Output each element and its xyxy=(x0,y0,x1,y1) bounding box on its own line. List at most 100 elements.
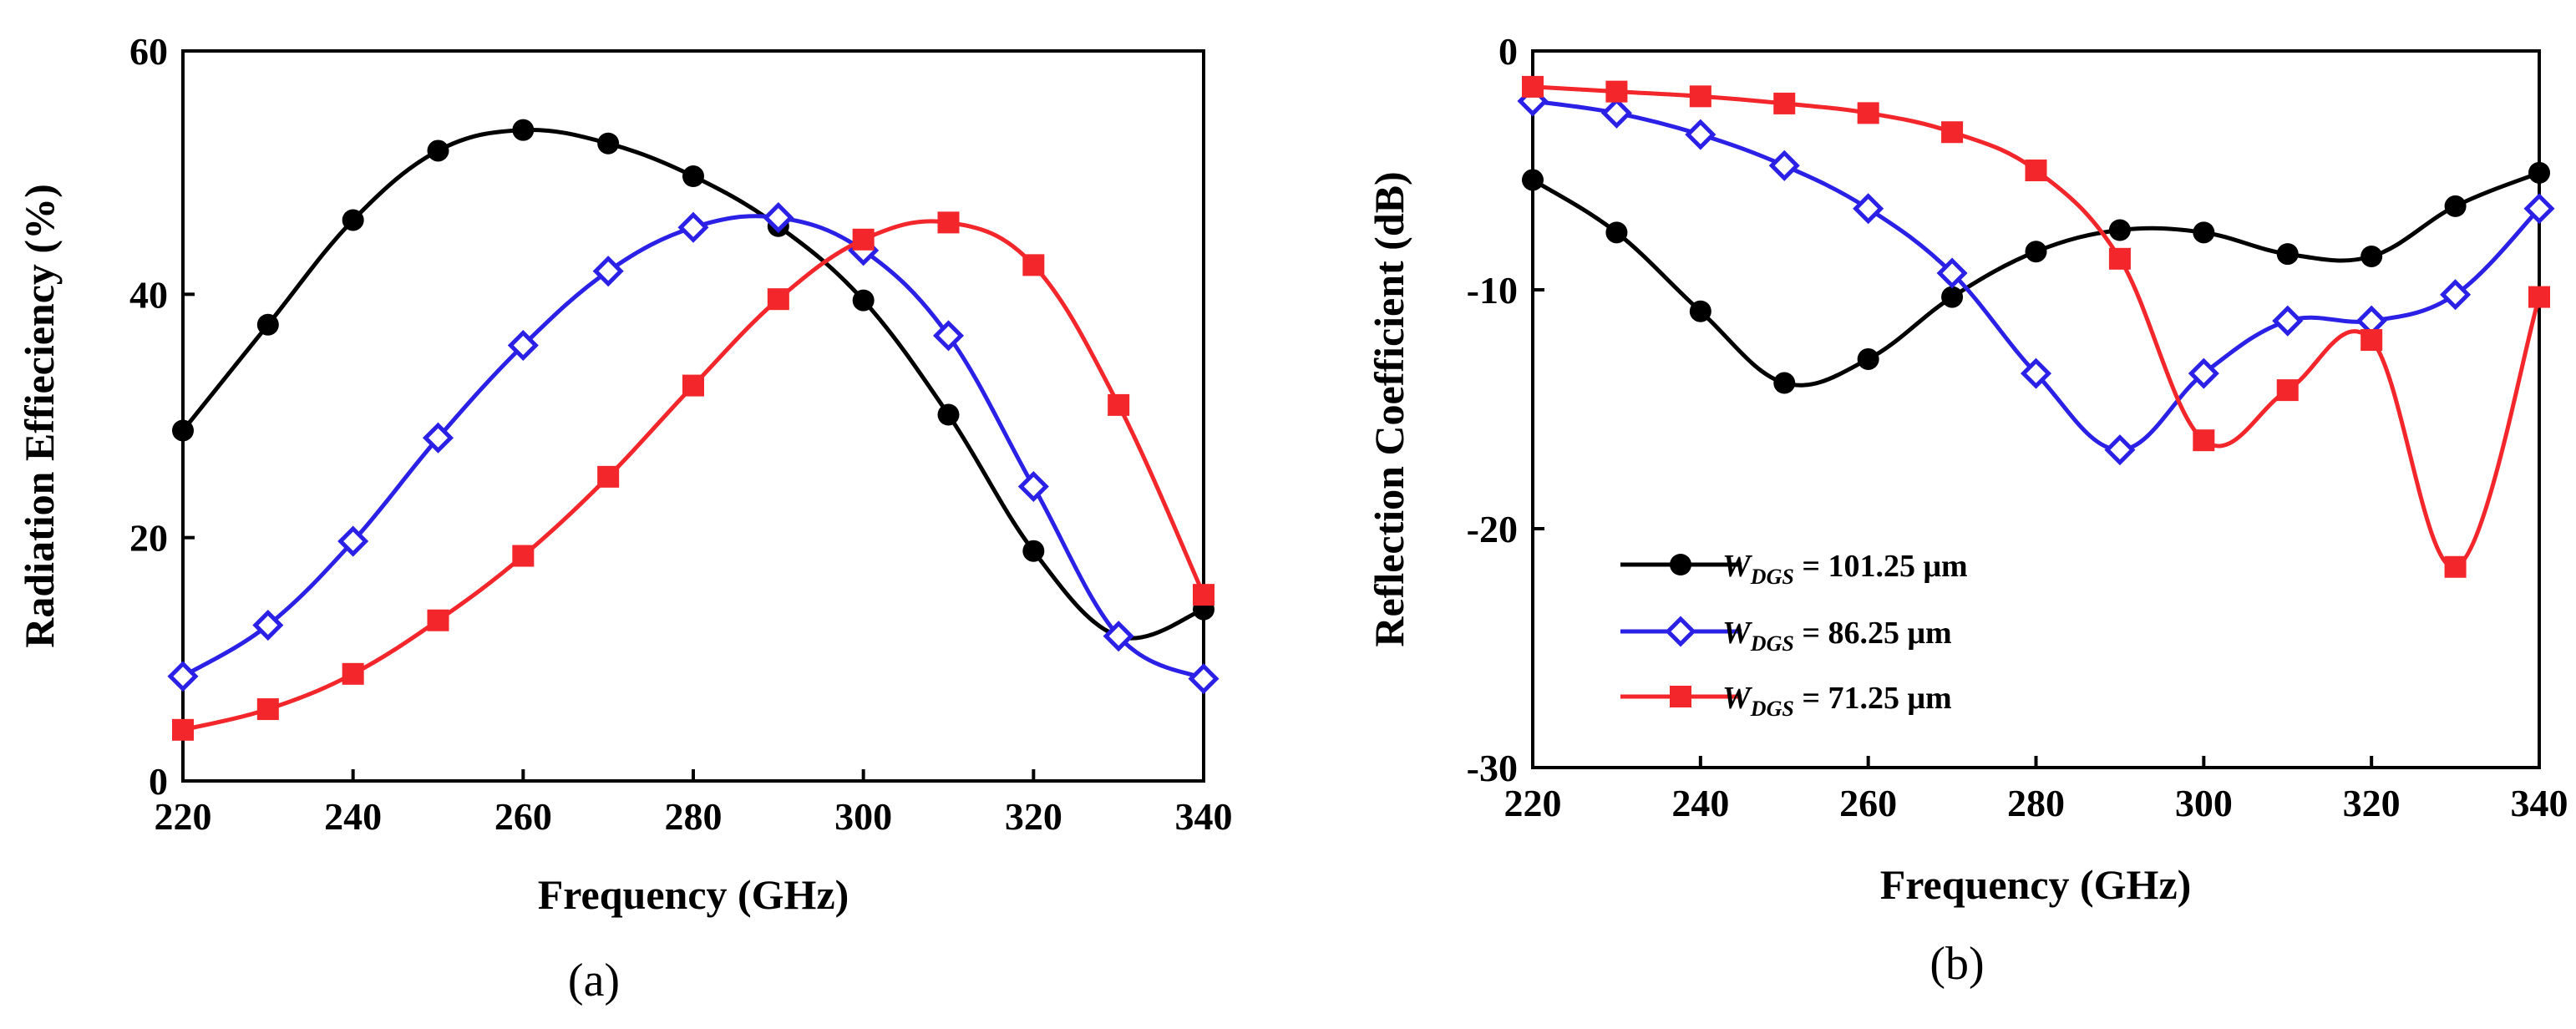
panel-a-point-w86 xyxy=(507,329,539,362)
panel-a-point-w101 xyxy=(342,209,364,231)
legend-entry-101-25: WDGS = 101.25 μm xyxy=(1620,549,1968,589)
panel-b-point-w71 xyxy=(2360,329,2383,352)
panel-a-x-tick-label: 340 xyxy=(1175,795,1233,838)
panel-a-series xyxy=(167,119,1220,741)
panel-b-x-tick-label: 280 xyxy=(2007,782,2065,824)
panel-b-point-w71 xyxy=(1605,80,1628,103)
panel-b-y-tick-label: -30 xyxy=(1467,747,1518,789)
legend-marker-square xyxy=(1670,686,1691,707)
panel-a-point-w71 xyxy=(767,288,789,311)
panel-b-point-w101 xyxy=(1941,286,1964,308)
panel-b-point-w101 xyxy=(2025,241,2047,263)
legend-symbol: W xyxy=(1722,549,1753,584)
panel-b-point-w86 xyxy=(1600,97,1632,129)
panel-b-point-w86 xyxy=(2020,357,2052,389)
panel-a-y-tick-label: 40 xyxy=(129,273,168,316)
panel-b-y-tick-label: 0 xyxy=(1498,30,1518,73)
panel-a-x-tick-label: 280 xyxy=(665,795,723,838)
panel-a-radiation-efficiency: 220 240 260 280 300 320 340 0 20 40 60 Frequency (… xyxy=(16,30,1233,1006)
panel-b-point-w101 xyxy=(2360,245,2383,267)
panel-a-point-w71 xyxy=(256,698,279,721)
panel-b-point-w101 xyxy=(1689,300,1711,322)
panel-b-y-tick-label: -10 xyxy=(1467,269,1518,312)
legend-value: = 86.25 μm xyxy=(1794,616,1952,651)
panel-b-y-tick-label: -20 xyxy=(1467,508,1518,550)
panel-b-point-w101 xyxy=(2276,243,2299,266)
panel-b-point-w71 xyxy=(1941,121,1964,144)
panel-b-point-w71 xyxy=(1689,85,1711,108)
panel-b-point-w86 xyxy=(1768,150,1800,181)
panel-a-point-w101 xyxy=(597,132,620,155)
panel-a-ticks: 220 240 260 280 300 320 340 0 20 40 60 xyxy=(129,30,1233,838)
panel-a-series-line-w71 xyxy=(182,219,1206,732)
panel-a-point-w71 xyxy=(427,609,449,631)
panel-b-point-w101 xyxy=(2193,221,2215,244)
panel-a-x-tick-label: 300 xyxy=(834,795,892,838)
panel-b-point-w71 xyxy=(2193,429,2215,452)
panel-b-point-w71 xyxy=(2108,247,2131,270)
legend-marker-circle xyxy=(1670,554,1691,575)
panel-a-point-w86 xyxy=(1188,663,1220,695)
panel-a-point-w86 xyxy=(677,211,709,243)
legend-entry-86-25: WDGS = 86.25 μm xyxy=(1620,616,1952,656)
legend-subscript: DGS xyxy=(1750,697,1794,721)
panel-a-y-tick-label: 0 xyxy=(149,760,168,803)
panel-a-point-w86 xyxy=(592,256,624,287)
panel-a-point-w71 xyxy=(1193,584,1214,606)
panel-b-point-w86 xyxy=(1685,119,1716,150)
legend-label-101-25: WDGS = 101.25 μm xyxy=(1722,549,1968,589)
panel-a-x-tick-label: 260 xyxy=(494,795,552,838)
panel-b-point-w101 xyxy=(1605,221,1628,244)
panel-b-x-tick-label: 300 xyxy=(2175,782,2233,824)
panel-a-series-w86 xyxy=(167,202,1220,695)
legend-symbol: W xyxy=(1722,681,1753,716)
panel-a-point-w86 xyxy=(932,320,965,352)
panel-a-point-w71 xyxy=(597,465,620,488)
panel-a-y-axis-title: Radiation Effieciency (%) xyxy=(16,184,63,647)
panel-a-plot-frame xyxy=(181,49,1205,783)
panel-b-x-tick-label: 340 xyxy=(2511,782,2568,824)
panel-b-point-w101 xyxy=(2108,219,2131,241)
panel-b-point-w86 xyxy=(2104,434,2136,466)
legend-entry-71-25: WDGS = 71.25 μm xyxy=(1620,681,1952,721)
panel-b-series xyxy=(1517,75,2555,578)
panel-a-point-w71 xyxy=(512,545,535,567)
panel-b-point-w71 xyxy=(2025,160,2047,181)
panel-b-point-w101 xyxy=(1773,372,1796,394)
panel-b-point-w86 xyxy=(1853,193,1884,225)
panel-b-series-line-w71 xyxy=(1532,84,2542,570)
panel-a-point-w101 xyxy=(1022,540,1045,562)
panel-b-legend: WDGS = 101.25 μm WDGS = 86.25 μm WDGS = … xyxy=(1620,549,1968,721)
panel-b-point-w71 xyxy=(2276,379,2299,402)
panel-b-y-axis-title: Reflection Coefficient (dB) xyxy=(1366,171,1412,646)
panel-a-point-w101 xyxy=(172,419,194,442)
panel-b-series-line-w86 xyxy=(1532,99,2541,453)
panel-b-point-w71 xyxy=(1773,92,1796,114)
panel-a-x-tick-label: 240 xyxy=(324,795,382,838)
panel-b-point-w86 xyxy=(2272,305,2304,337)
panel-b-point-w71 xyxy=(1522,75,1544,98)
panel-b-x-tick-label: 240 xyxy=(1671,782,1729,824)
panel-a-point-w86 xyxy=(1103,621,1134,652)
panel-a-y-tick-label: 20 xyxy=(129,517,168,560)
panel-a-point-w71 xyxy=(852,228,875,251)
legend-value: = 101.25 μm xyxy=(1794,549,1968,584)
panel-b-series-w101 xyxy=(1522,161,2550,394)
panel-b-point-w86 xyxy=(1936,257,1968,289)
legend-marker-diamond xyxy=(1665,616,1696,647)
panel-b-x-tick-label: 260 xyxy=(1839,782,1897,824)
panel-b-point-w101 xyxy=(2528,161,2550,184)
panel-a-point-w101 xyxy=(256,313,279,336)
panel-a-point-w71 xyxy=(1108,393,1130,416)
panel-b-point-w101 xyxy=(1857,347,1879,370)
panel-a-point-w101 xyxy=(852,289,875,312)
panel-b-series-line-w101 xyxy=(1531,170,2540,388)
panel-a-series-w71 xyxy=(172,211,1214,741)
panel-b-x-tick-label: 220 xyxy=(1504,782,1562,824)
panel-a-point-w86 xyxy=(763,202,794,234)
panel-a-point-w101 xyxy=(937,403,960,426)
panel-a-point-w86 xyxy=(167,661,199,692)
